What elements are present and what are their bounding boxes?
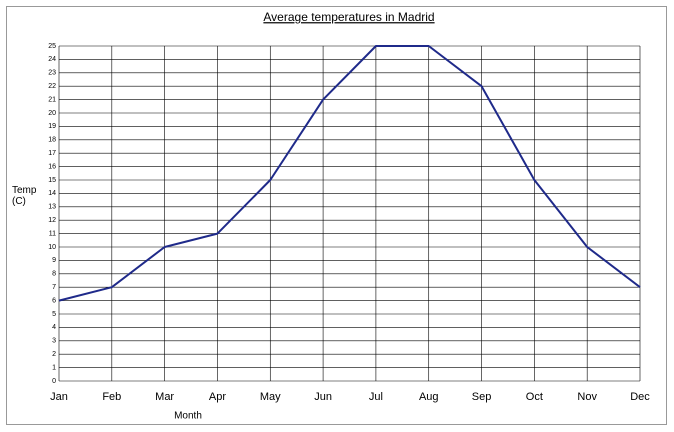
x-tick-label: Sep — [472, 391, 492, 403]
x-tick-label: Dec — [630, 391, 650, 403]
y-tick-label: 14 — [48, 190, 56, 197]
y-tick-label: 19 — [48, 123, 56, 130]
series-line — [58, 45, 641, 302]
y-tick-label: 17 — [48, 150, 56, 157]
y-tick-label: 4 — [52, 324, 56, 331]
y-tick-label: 18 — [48, 137, 56, 144]
x-tick-label: Mar — [155, 391, 174, 403]
y-tick-label: 5 — [52, 311, 56, 318]
y-tick-label: 3 — [52, 338, 56, 345]
y-tick-label: 21 — [48, 96, 56, 103]
y-tick-label: 20 — [48, 110, 56, 117]
x-tick-label: Jul — [369, 391, 383, 403]
y-tick-label: 23 — [48, 70, 56, 77]
x-tick-label: Oct — [526, 391, 543, 403]
y-tick-label: 8 — [52, 271, 56, 278]
y-tick-label: 24 — [48, 56, 56, 63]
x-tick-label: Aug — [419, 391, 439, 403]
y-tick-label: 15 — [48, 177, 56, 184]
chart-border — [6, 6, 667, 425]
x-tick-label: Apr — [209, 391, 226, 403]
x-tick-label: May — [260, 391, 281, 403]
y-axis-label: Temp (C) — [12, 185, 37, 207]
y-tick-label: 0 — [52, 378, 56, 385]
x-tick-label: Jan — [50, 391, 68, 403]
y-tick-label: 12 — [48, 217, 56, 224]
chart-title: Average temperatures in Madrid — [263, 10, 434, 24]
y-tick-label: 11 — [49, 230, 56, 237]
y-tick-label: 16 — [48, 163, 56, 170]
y-tick-label: 13 — [48, 204, 56, 211]
y-tick-label: 2 — [52, 351, 56, 358]
y-tick-label: 6 — [52, 297, 56, 304]
x-tick-label: Jun — [314, 391, 332, 403]
y-tick-label: 7 — [52, 284, 56, 291]
y-tick-label: 25 — [48, 43, 56, 50]
x-tick-label: Nov — [577, 391, 597, 403]
y-tick-label: 9 — [52, 257, 56, 264]
y-tick-label: 1 — [52, 364, 56, 371]
y-tick-label: 10 — [48, 244, 56, 251]
x-axis-label: Month — [174, 411, 202, 422]
x-tick-label: Feb — [102, 391, 121, 403]
y-tick-label: 22 — [48, 83, 56, 90]
